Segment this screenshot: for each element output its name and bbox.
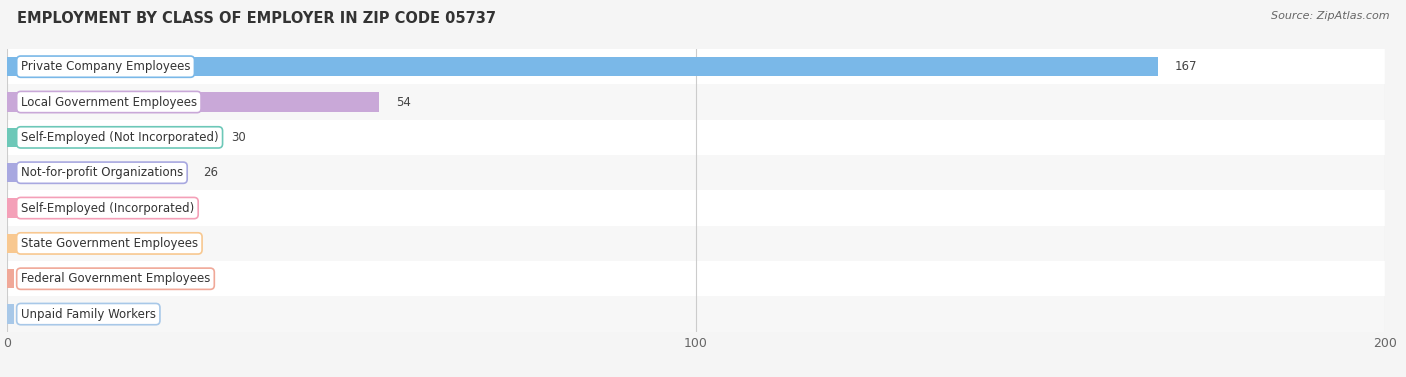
Text: Federal Government Employees: Federal Government Employees [21, 272, 209, 285]
Bar [7, 92, 380, 112]
Text: EMPLOYMENT BY CLASS OF EMPLOYER IN ZIP CODE 05737: EMPLOYMENT BY CLASS OF EMPLOYER IN ZIP C… [17, 11, 496, 26]
Bar [7, 226, 1385, 261]
Bar [7, 261, 1385, 296]
Text: 167: 167 [1175, 60, 1198, 73]
Bar [7, 128, 214, 147]
Bar [7, 190, 1385, 226]
Text: 0: 0 [24, 308, 31, 320]
Text: Local Government Employees: Local Government Employees [21, 95, 197, 109]
Bar [7, 296, 1385, 332]
Text: 1: 1 [31, 272, 38, 285]
Text: Self-Employed (Not Incorporated): Self-Employed (Not Incorporated) [21, 131, 218, 144]
Bar [7, 84, 1385, 120]
Bar [7, 155, 1385, 190]
Bar [7, 304, 14, 324]
Bar [7, 198, 145, 218]
Text: State Government Employees: State Government Employees [21, 237, 198, 250]
Text: 54: 54 [396, 95, 411, 109]
Text: 26: 26 [204, 166, 218, 179]
Bar [7, 57, 1157, 77]
Bar [7, 120, 1385, 155]
Bar [7, 163, 186, 182]
Text: Private Company Employees: Private Company Employees [21, 60, 190, 73]
Text: Unpaid Family Workers: Unpaid Family Workers [21, 308, 156, 320]
Text: Not-for-profit Organizations: Not-for-profit Organizations [21, 166, 183, 179]
Bar [7, 269, 14, 288]
Text: Source: ZipAtlas.com: Source: ZipAtlas.com [1271, 11, 1389, 21]
Bar [7, 234, 21, 253]
Text: 2: 2 [38, 237, 45, 250]
Bar [7, 49, 1385, 84]
Text: 30: 30 [231, 131, 246, 144]
Text: Self-Employed (Incorporated): Self-Employed (Incorporated) [21, 202, 194, 215]
Text: 20: 20 [162, 202, 177, 215]
